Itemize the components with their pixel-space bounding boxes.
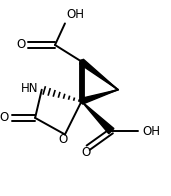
Text: HN: HN — [21, 82, 38, 95]
Text: O: O — [82, 146, 91, 159]
Polygon shape — [80, 59, 118, 90]
Polygon shape — [81, 90, 118, 104]
Text: O: O — [16, 38, 26, 52]
Text: O: O — [0, 111, 9, 124]
Text: OH: OH — [142, 125, 160, 138]
Text: O: O — [59, 133, 68, 146]
Text: OH: OH — [67, 8, 85, 21]
Polygon shape — [82, 101, 114, 134]
